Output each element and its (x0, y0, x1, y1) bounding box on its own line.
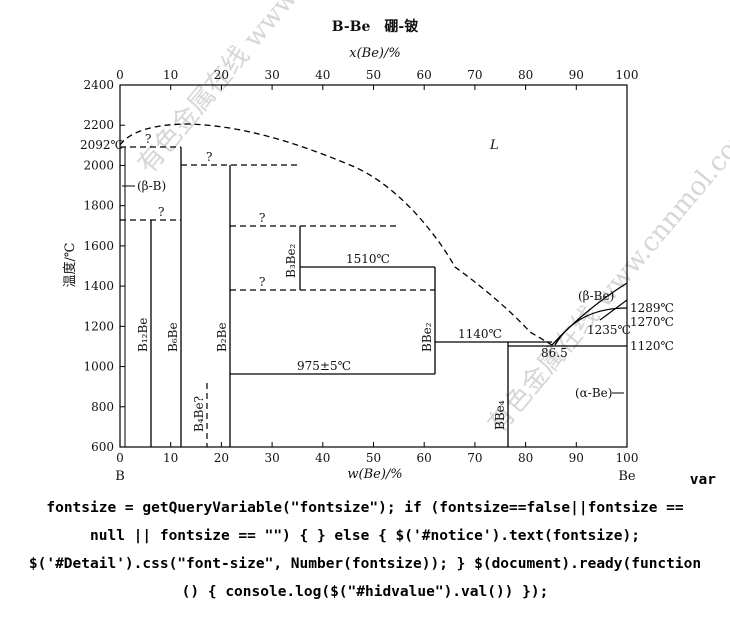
question-mark: ? (259, 211, 265, 225)
phase-beta-b: (β-B) (137, 179, 166, 193)
phase-alpha-be: (α-Be) (575, 386, 612, 400)
left-tick-label: 2000 (83, 158, 114, 172)
top-tick-label: 20 (214, 68, 229, 82)
bottom-tick-label: 50 (366, 451, 381, 465)
phase-b6be: B₆Be (166, 322, 180, 352)
question-mark: ? (259, 275, 265, 289)
phase-bbe4: BBe₄ (493, 400, 507, 430)
left-tick-label: 1800 (83, 199, 114, 213)
top-tick-label: 100 (616, 68, 639, 82)
label-1510: 1510℃ (346, 252, 390, 266)
bottom-tick-label: 0 (116, 451, 124, 465)
bottom-tick-label: 70 (467, 451, 482, 465)
top-tick-label: 30 (264, 68, 279, 82)
label-1270: 1270℃ (630, 315, 674, 329)
bottom-axis-ticks: 0 10 20 30 40 50 60 70 80 90 100 (116, 442, 638, 465)
phase-b4be: B₄Be? (192, 396, 206, 432)
element-left-label: B (115, 469, 125, 484)
question-mark: ? (158, 205, 164, 219)
bottom-tick-label: 80 (518, 451, 533, 465)
phase-bbe2: BBe₂ (420, 322, 434, 352)
liquidus-curve (119, 123, 553, 346)
top-tick-label: 60 (417, 68, 432, 82)
label-1235: 1235℃ (587, 323, 631, 337)
phase-liquid: L (489, 138, 499, 153)
beta-be-boundary (599, 299, 628, 321)
left-tick-label: 1000 (83, 360, 114, 374)
top-axis-ticks: 0 10 20 30 40 50 60 70 80 90 100 (116, 68, 638, 90)
bottom-tick-label: 30 (264, 451, 279, 465)
phase-diagram: 有色金属在线 www.cnnmol.com 有色金属在线 www.cnnmol.… (62, 0, 730, 484)
top-tick-label: 40 (315, 68, 330, 82)
phase-b2be: B₂Be (215, 322, 229, 352)
phase-b3be2: B₃Be₂ (284, 243, 298, 278)
beta-be-solvus (554, 307, 628, 346)
left-tick-label: 1400 (83, 279, 114, 293)
label-1289: 1289℃ (630, 301, 674, 315)
top-tick-label: 80 (518, 68, 533, 82)
left-tick-label: 2200 (83, 118, 114, 132)
top-tick-label: 10 (163, 68, 178, 82)
bottom-tick-label: 20 (214, 451, 229, 465)
beta-be-liquidus (551, 282, 628, 346)
bottom-tick-label: 40 (315, 451, 330, 465)
left-tick-label: 600 (91, 440, 114, 454)
left-tick-label: 1200 (83, 319, 114, 333)
diagram-title: B-Be 硼-铍 (332, 18, 419, 35)
code-line: $('#Detail').css("font-size", Number(fon… (28, 556, 702, 572)
code-line: () { console.log($("#hidvalue").val()) }… (181, 584, 549, 600)
top-tick-label: 0 (116, 68, 124, 82)
bottom-tick-label: 60 (417, 451, 432, 465)
plot-frame (119, 84, 628, 448)
top-tick-label: 70 (467, 68, 482, 82)
bottom-tick-label: 100 (616, 451, 639, 465)
top-tick-label: 90 (569, 68, 584, 82)
label-1120: 1120℃ (630, 339, 674, 353)
bottom-tick-label: 90 (569, 451, 584, 465)
element-right-label: Be (618, 469, 636, 484)
code-line: var (689, 472, 716, 488)
bottom-tick-label: 10 (163, 451, 178, 465)
label-2092: 2092℃ (80, 138, 124, 152)
left-tick-label: 1600 (83, 239, 114, 253)
top-tick-label: 50 (366, 68, 381, 82)
label-975: 975±5℃ (297, 359, 351, 373)
bottom-axis-label: w(Be)/% (347, 467, 402, 482)
question-mark: ? (145, 132, 151, 146)
code-line: fontsize = getQueryVariable("fontsize");… (46, 500, 684, 516)
question-mark: ? (206, 150, 212, 164)
label-1140: 1140℃ (458, 327, 502, 341)
code-line: null || fontsize == "") { } else { $('#n… (90, 528, 640, 544)
left-axis-ticks: 600 800 1000 1200 1400 1600 1800 2000 2200 2400 (83, 78, 125, 454)
label-86-5: 86.5 (541, 346, 568, 360)
left-tick-label: 800 (91, 400, 114, 414)
top-axis-label: x(Be)/% (349, 46, 400, 61)
phase-beta-be: (β-Be) (578, 289, 614, 303)
code-text: var fontsize = getQueryVariable("fontsiz… (8, 466, 722, 606)
left-tick-label: 2400 (83, 78, 114, 92)
y-axis-label: 温度/℃ (62, 243, 78, 288)
phase-b12be: B₁₂Be (136, 318, 150, 352)
